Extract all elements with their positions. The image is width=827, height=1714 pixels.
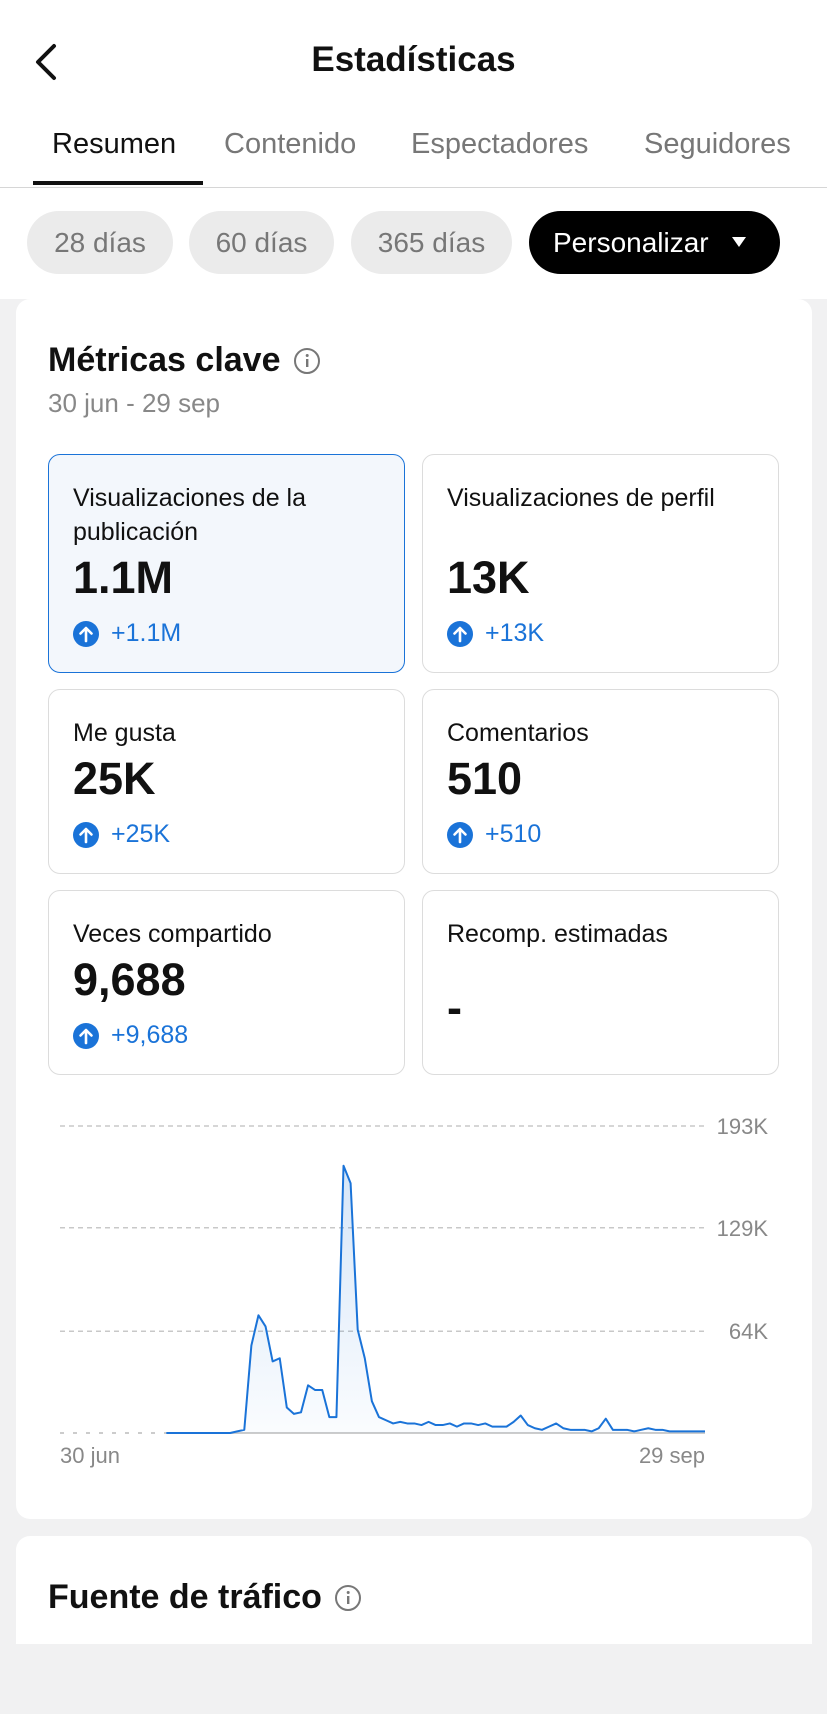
metric-delta: +1.1M <box>73 619 181 648</box>
metric-label: Veces compartido <box>73 920 272 948</box>
dropdown-icon <box>732 237 746 247</box>
tab[interactable]: Espectadores <box>411 128 589 160</box>
up-icon <box>73 620 99 647</box>
section-title: Fuente de tráfico <box>48 1578 362 1617</box>
metric-value: 510 <box>447 753 523 804</box>
x-tick-label: 30 jun <box>60 1443 120 1468</box>
filter-pill[interactable]: 60 días <box>189 211 334 274</box>
y-tick-label: 193K <box>717 1114 769 1139</box>
delta-text: +25K <box>111 820 171 848</box>
up-icon <box>447 821 473 848</box>
title-text: Métricas clave <box>48 341 281 379</box>
metric-value: 9,688 <box>73 954 186 1005</box>
title-text: Fuente de tráfico <box>48 1578 322 1616</box>
metric-label: Visualizaciones de perfil <box>447 484 715 512</box>
date-range: 30 jun - 29 sep <box>48 388 221 418</box>
tab-indicator <box>33 181 203 185</box>
traffic-card <box>16 1536 812 1644</box>
delta-text: +9,688 <box>111 1021 189 1049</box>
metric-card[interactable]: Comentarios 510 +510 <box>422 689 779 874</box>
line-chart: 64K 129K 193K 30 jun 29 sep <box>60 1114 769 1468</box>
info-icon[interactable] <box>334 1584 362 1612</box>
delta-text: +510 <box>485 820 542 848</box>
delta-text: +13K <box>485 619 545 647</box>
metric-label: Me gusta <box>73 719 176 747</box>
metric-value: 13K <box>447 552 530 603</box>
up-icon <box>73 1022 99 1049</box>
metric-delta: +13K <box>447 619 544 648</box>
metric-delta: +510 <box>447 820 541 849</box>
metric-card[interactable]: Recomp. estimadas - <box>422 890 779 1075</box>
tab[interactable]: Seguidores <box>644 128 791 160</box>
back-button[interactable] <box>30 42 60 82</box>
metric-label: Visualizaciones de la publicación <box>73 484 307 546</box>
metric-delta: +25K <box>73 820 170 849</box>
metric-value: 1.1M <box>73 552 174 603</box>
section-title: Métricas clave <box>48 341 321 380</box>
metric-card[interactable]: Veces compartido 9,688 +9,688 <box>48 890 405 1075</box>
metric-value: 25K <box>73 753 156 804</box>
filter-pill[interactable]: 28 días <box>27 211 173 274</box>
tab[interactable]: Contenido <box>224 128 357 160</box>
info-icon[interactable] <box>293 347 321 375</box>
up-icon <box>73 821 99 848</box>
filter-pill[interactable]: 365 días <box>351 211 512 274</box>
line <box>166 1164 705 1434</box>
y-tick-label: 129K <box>717 1216 769 1241</box>
x-tick-label: 29 sep <box>639 1443 705 1468</box>
metric-card[interactable]: Me gusta 25K +25K <box>48 689 405 874</box>
metric-label: Recomp. estimadas <box>447 920 668 948</box>
metric-label: Comentarios <box>447 719 589 747</box>
header: Estadísticas Resumen Contenido Espectado… <box>0 0 827 188</box>
metric-card[interactable]: Visualizaciones de la publicación 1.1M +1.… <box>48 454 405 673</box>
delta-text: +1.1M <box>111 619 182 647</box>
tab[interactable]: Resumen <box>52 128 177 160</box>
metric-card[interactable]: Visualizaciones de perfil 13K +13K <box>422 454 779 673</box>
y-tick-label: 64K <box>729 1319 768 1344</box>
metric-delta: +9,688 <box>73 1021 188 1050</box>
metric-value: - <box>447 982 462 1033</box>
up-icon <box>447 620 473 647</box>
filter-label: Personalizar <box>553 227 709 258</box>
page-title: Estadísticas <box>311 40 516 79</box>
filter-pill[interactable]: Personalizar <box>529 211 780 274</box>
